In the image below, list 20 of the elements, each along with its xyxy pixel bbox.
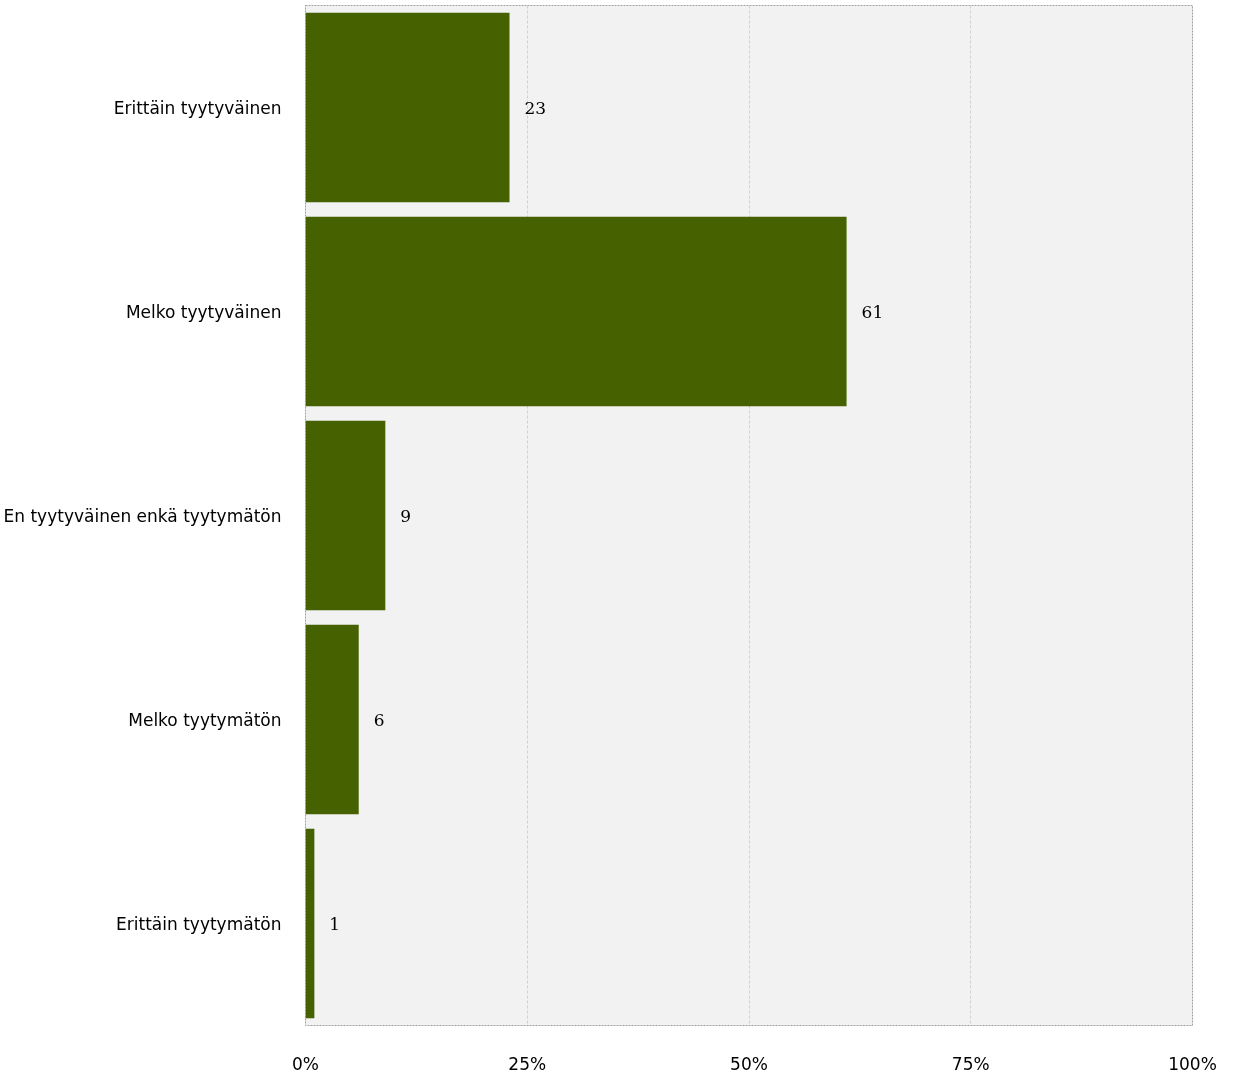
bar <box>305 828 315 1019</box>
data-label: 23 <box>524 97 547 118</box>
y-tick-label: En tyytyväinen enkä tyytymätön <box>3 505 282 526</box>
x-tick-label: 50% <box>730 1053 768 1074</box>
data-label: 1 <box>329 913 341 934</box>
x-tick-label: 75% <box>951 1053 990 1074</box>
bar <box>305 216 847 407</box>
y-tick-label: Erittäin tyytyväinen <box>113 97 282 118</box>
y-tick-label: Melko tyytymätön <box>128 709 282 730</box>
y-tick-label: Melko tyytyväinen <box>125 301 282 322</box>
bar <box>305 624 359 815</box>
data-label: 9 <box>400 505 412 526</box>
data-label: 6 <box>373 709 385 730</box>
x-tick-label: 100% <box>1168 1053 1217 1074</box>
bar <box>305 12 510 203</box>
x-tick-label: 0% <box>292 1053 319 1074</box>
y-tick-label: Erittäin tyytymätön <box>116 913 282 934</box>
data-label: 61 <box>861 301 884 322</box>
bar <box>305 420 386 611</box>
x-tick-label: 25% <box>508 1053 547 1074</box>
